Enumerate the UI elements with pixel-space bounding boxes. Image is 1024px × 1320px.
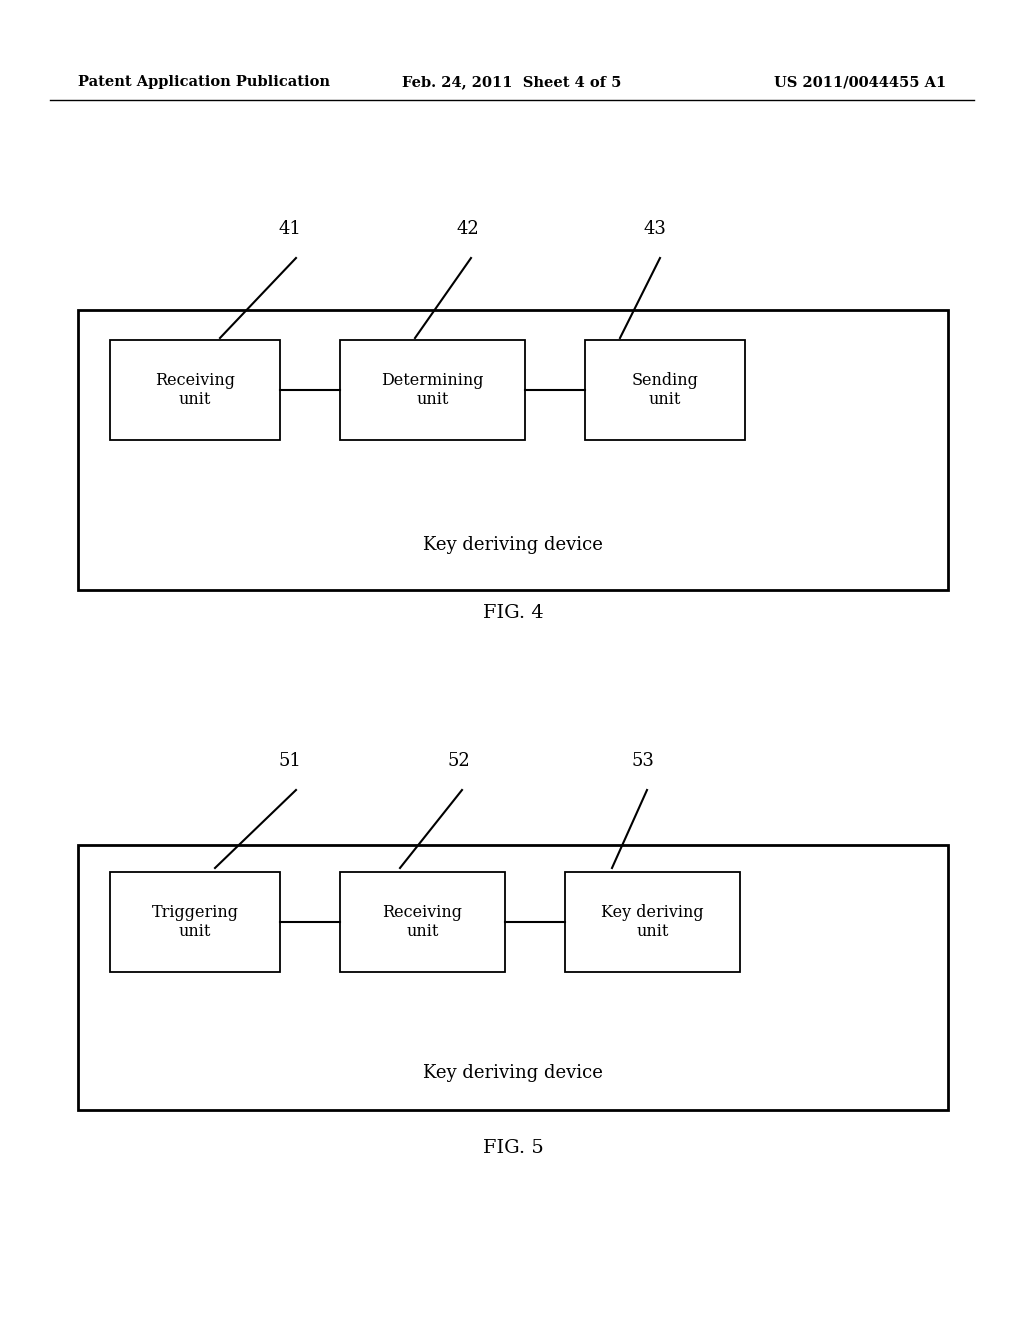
Text: 41: 41: [279, 220, 301, 238]
Text: Key deriving device: Key deriving device: [423, 536, 603, 554]
Text: 43: 43: [643, 220, 667, 238]
Bar: [78, 310, 948, 590]
Text: Receiving
unit: Receiving unit: [155, 372, 234, 408]
Bar: [110, 873, 280, 972]
Bar: [340, 873, 505, 972]
Text: Patent Application Publication: Patent Application Publication: [78, 75, 330, 88]
Text: US 2011/0044455 A1: US 2011/0044455 A1: [774, 75, 946, 88]
Text: Feb. 24, 2011  Sheet 4 of 5: Feb. 24, 2011 Sheet 4 of 5: [402, 75, 622, 88]
Text: 51: 51: [279, 752, 301, 770]
Text: 53: 53: [632, 752, 654, 770]
Bar: [340, 341, 525, 440]
Bar: [585, 341, 745, 440]
Text: Key deriving
unit: Key deriving unit: [601, 904, 703, 940]
Text: Sending
unit: Sending unit: [632, 372, 698, 408]
Text: 52: 52: [447, 752, 470, 770]
Bar: [78, 845, 948, 1110]
Text: Triggering
unit: Triggering unit: [152, 904, 239, 940]
Text: Key deriving device: Key deriving device: [423, 1064, 603, 1082]
Text: FIG. 4: FIG. 4: [482, 605, 544, 622]
Text: 42: 42: [457, 220, 479, 238]
Bar: [110, 341, 280, 440]
Text: Receiving
unit: Receiving unit: [383, 904, 463, 940]
Text: FIG. 5: FIG. 5: [482, 1139, 544, 1158]
Bar: [565, 873, 740, 972]
Text: Determining
unit: Determining unit: [381, 372, 483, 408]
